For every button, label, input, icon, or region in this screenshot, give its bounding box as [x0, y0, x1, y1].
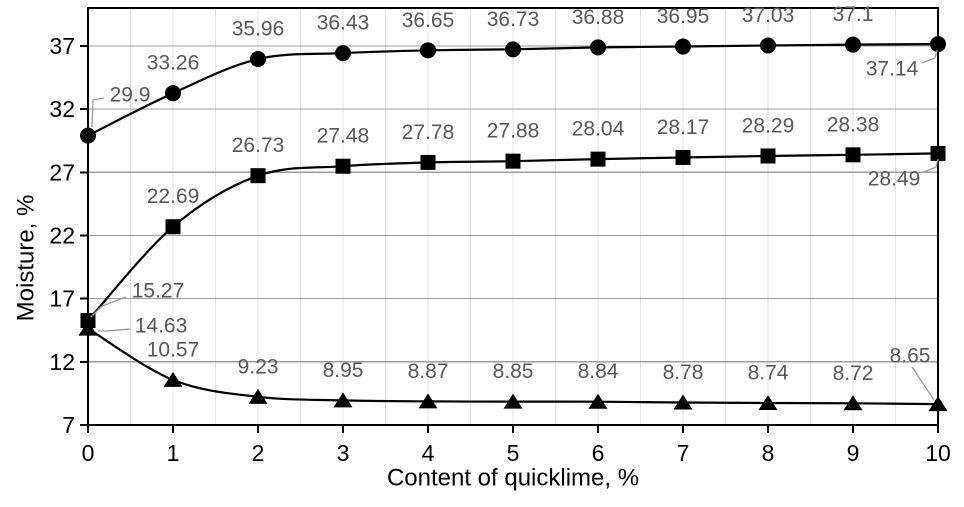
data-label: 28.38	[827, 113, 880, 136]
data-label: 36.95	[657, 5, 710, 28]
x-axis-title: Content of quicklime, %	[387, 465, 639, 492]
series-marker-square	[760, 148, 776, 164]
x-axis-tick-label: 5	[507, 440, 520, 466]
series-marker-square	[505, 153, 521, 169]
series-marker-triangle	[928, 396, 948, 412]
data-label: 9.23	[238, 355, 279, 378]
data-label: 35.96	[232, 18, 285, 41]
series-marker-circle	[845, 36, 861, 53]
data-label-leader-line	[923, 158, 939, 173]
series-marker-circle	[760, 37, 776, 54]
data-label: 8.72	[833, 362, 874, 385]
y-axis-tick-label: 27	[49, 159, 75, 185]
series-marker-triangle	[418, 393, 438, 409]
data-label: 28.29	[742, 114, 795, 137]
y-axis-tick-label: 12	[49, 349, 75, 375]
y-axis-title: Moisture, %	[13, 195, 40, 322]
data-label: 26.73	[232, 134, 285, 157]
x-axis-tick-label: 8	[762, 440, 775, 466]
series-marker-square	[845, 147, 861, 163]
x-axis-tick-label: 10	[925, 440, 951, 466]
series-marker-square	[165, 219, 181, 235]
series-marker-circle	[930, 36, 946, 53]
data-label: 27.88	[487, 120, 540, 143]
series-marker-circle	[250, 51, 266, 68]
data-label: 10.57	[147, 338, 200, 361]
data-label: 33.26	[147, 52, 200, 75]
x-axis-tick-label: 2	[252, 440, 265, 466]
data-label: 8.74	[748, 362, 789, 385]
series-marker-square	[930, 145, 946, 161]
series-marker-circle	[505, 41, 521, 58]
data-label: 14.63	[135, 315, 188, 338]
x-axis-tick-label: 6	[592, 440, 605, 466]
series-marker-square	[675, 149, 691, 165]
data-label: 28.04	[572, 118, 625, 141]
series-marker-triangle	[588, 393, 608, 409]
data-label: 28.49	[868, 168, 921, 191]
data-label: 36.65	[402, 9, 455, 32]
data-label: 37.1	[833, 3, 874, 26]
data-label: 8.84	[578, 360, 619, 383]
x-axis-tick-label: 3	[337, 440, 350, 466]
x-axis-tick-label: 0	[82, 440, 95, 466]
data-label: 28.17	[657, 116, 710, 139]
series-marker-triangle	[758, 395, 778, 411]
y-axis-tick-label: 37	[49, 33, 75, 59]
series-marker-circle	[335, 45, 351, 62]
y-axis-tick-label: 17	[49, 286, 75, 312]
series-marker-triangle	[248, 388, 268, 404]
data-label: 8.87	[408, 360, 449, 383]
series-marker-triangle	[78, 320, 98, 336]
y-axis-tick-label: 7	[62, 412, 75, 438]
y-axis-tick-label: 22	[49, 222, 75, 248]
data-label: 29.9	[110, 84, 151, 107]
data-label: 8.95	[323, 359, 364, 382]
series-marker-circle	[420, 42, 436, 59]
series-marker-triangle	[673, 394, 693, 410]
series-marker-circle	[165, 85, 181, 102]
series-marker-square	[590, 151, 606, 167]
data-label: 37.14	[866, 58, 919, 81]
data-label: 22.69	[147, 185, 200, 208]
series-marker-square	[335, 158, 351, 174]
data-label: 36.43	[317, 12, 370, 35]
data-label-leader-line	[921, 49, 938, 64]
data-label-leader-line	[911, 366, 935, 401]
data-label: 8.65	[890, 345, 931, 368]
data-label: 36.88	[572, 6, 625, 29]
series-marker-triangle	[843, 395, 863, 411]
series-marker-square	[250, 168, 266, 184]
x-axis-tick-label: 4	[422, 440, 435, 466]
data-label-leader-line	[91, 97, 105, 128]
data-label: 15.27	[132, 280, 185, 303]
series-marker-triangle	[333, 392, 353, 408]
series-marker-circle	[675, 38, 691, 55]
data-label: 37.03	[742, 4, 795, 27]
data-label: 36.73	[487, 8, 540, 31]
x-axis-tick-label: 7	[677, 440, 690, 466]
data-label: 27.78	[402, 121, 455, 144]
series-marker-circle	[590, 39, 606, 56]
data-label: 8.85	[493, 360, 534, 383]
x-axis-tick-label: 1	[167, 440, 180, 466]
data-label-leader-line	[90, 296, 127, 318]
series-marker-circle	[80, 127, 96, 144]
data-label: 8.78	[663, 361, 704, 384]
series-marker-triangle	[163, 371, 183, 387]
data-label: 27.48	[317, 125, 370, 148]
series-marker-square	[420, 154, 436, 170]
series-marker-triangle	[503, 393, 523, 409]
x-axis-tick-label: 9	[847, 440, 860, 466]
y-axis-tick-label: 32	[49, 96, 75, 122]
data-label-leader-line	[98, 328, 131, 332]
